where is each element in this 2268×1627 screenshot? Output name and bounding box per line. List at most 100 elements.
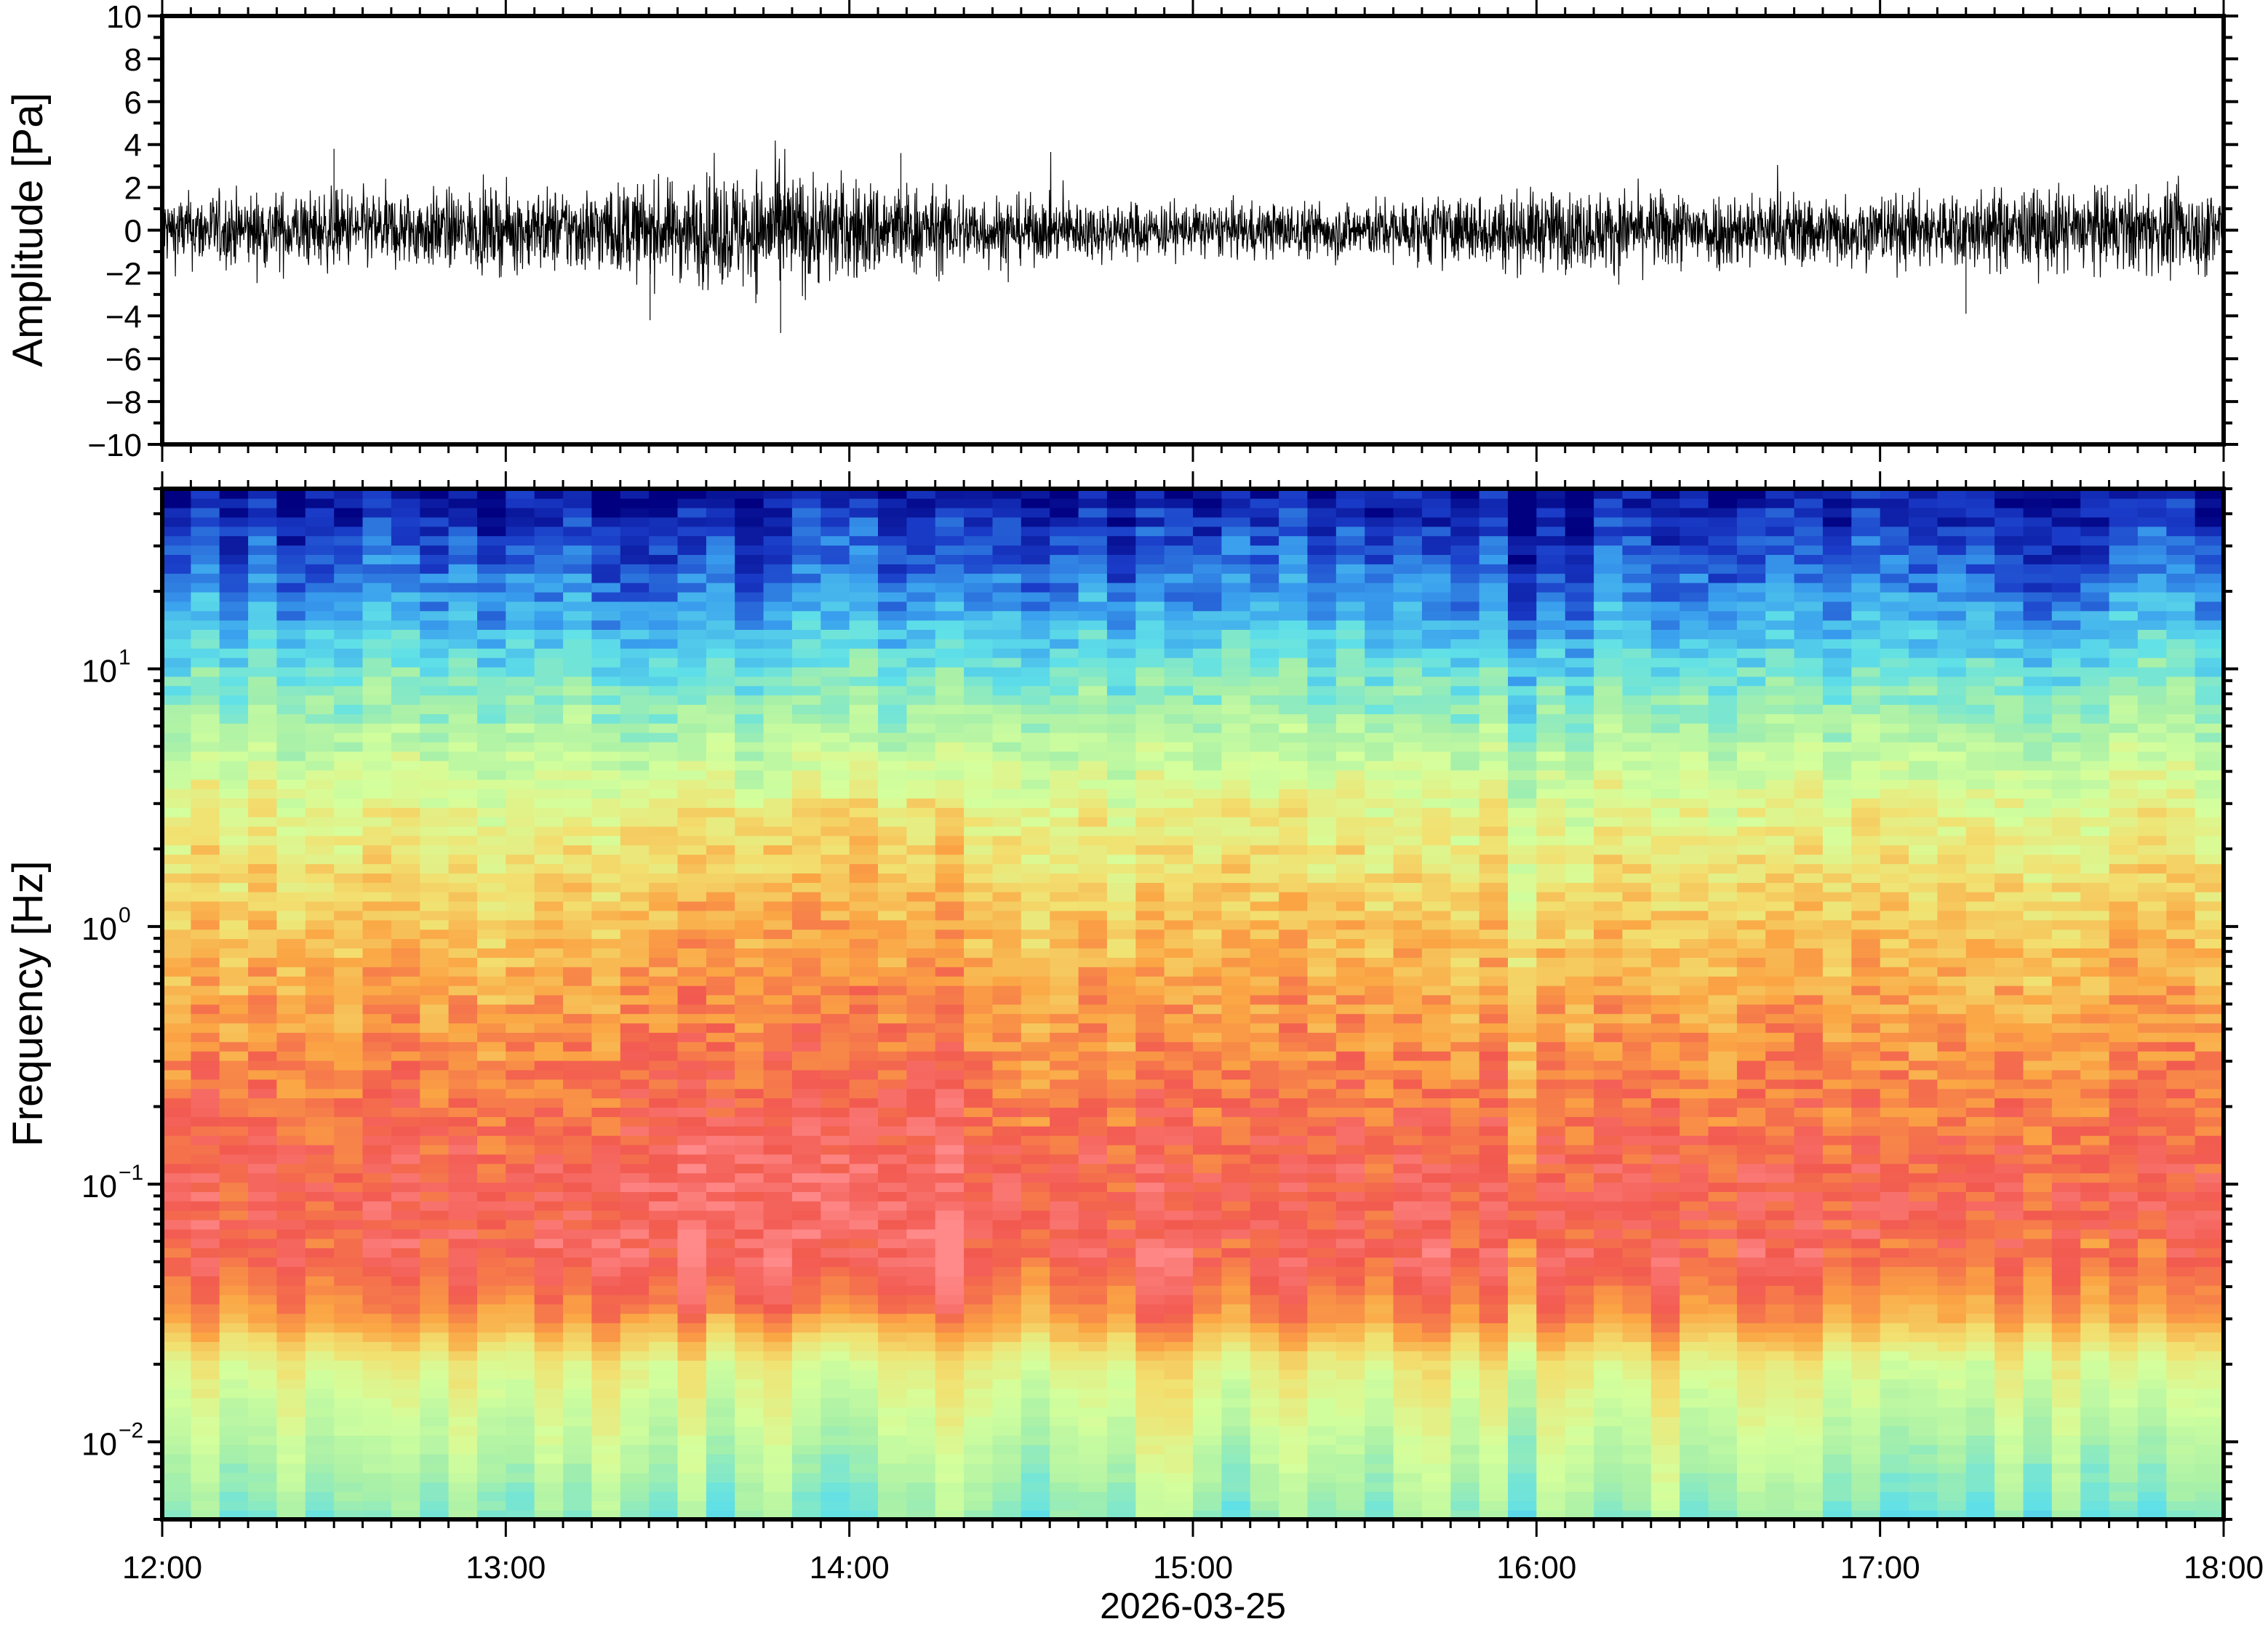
spectrogram-cell: [506, 1135, 535, 1146]
spectrogram-cell: [1050, 788, 1079, 799]
spectrogram-cell: [363, 1388, 392, 1399]
spectrogram-cell: [248, 1454, 277, 1464]
spectrogram-cell: [477, 770, 506, 780]
spectrogram-cell: [792, 779, 821, 789]
spectrogram-cell: [706, 938, 735, 948]
spectrogram-cell: [449, 882, 478, 892]
spectrogram-cell: [620, 498, 650, 508]
spectrogram-cell: [1336, 517, 1365, 527]
spectrogram-cell: [1221, 742, 1250, 752]
spectrogram-cell: [248, 854, 277, 864]
spectrogram-cell: [334, 1332, 363, 1342]
spectrogram-cell: [591, 535, 620, 545]
spectrogram-cell: [1050, 798, 1079, 808]
spectrogram-cell: [449, 517, 478, 527]
spectrogram-cell: [1365, 592, 1394, 602]
spectrogram-cell: [191, 704, 220, 714]
spectrogram-cell: [591, 1323, 620, 1333]
spectrogram-cell: [678, 695, 707, 705]
spectrogram-cell: [1279, 948, 1308, 958]
spectrogram-cell: [906, 836, 935, 846]
spectrogram-cell: [649, 873, 678, 883]
spectrogram-cell: [1307, 892, 1336, 902]
spectrogram-cell: [620, 1370, 650, 1380]
spectrogram-cell: [1307, 976, 1336, 986]
spectrogram-cell: [506, 639, 535, 649]
spectrogram-cell: [1107, 817, 1136, 827]
spectrogram-cell: [1079, 1500, 1108, 1511]
spectrogram-cell: [1021, 920, 1050, 930]
spectrogram-cell: [1279, 1191, 1308, 1202]
spectrogram-cell: [735, 554, 764, 564]
spectrogram-cell: [1250, 1435, 1279, 1445]
spectrogram-cell: [935, 1229, 965, 1239]
spectrogram-cell: [1193, 798, 1222, 808]
spectrogram-cell: [563, 1042, 592, 1052]
spectrogram-cell: [906, 1126, 935, 1136]
spectrogram-cell: [363, 929, 392, 939]
spectrogram-cell: [906, 1247, 935, 1258]
spectrogram-cell: [764, 1032, 793, 1042]
spectrogram-cell: [820, 967, 850, 977]
spectrogram-cell: [993, 629, 1022, 639]
spectrogram-cell: [820, 592, 850, 602]
spectrogram-cell: [764, 601, 793, 612]
spectrogram-cell: [706, 1023, 735, 1033]
spectrogram-cell: [1165, 1042, 1194, 1052]
spectrogram-cell: [162, 695, 191, 705]
spectrogram-cell: [1193, 1032, 1222, 1042]
spectrogram-cell: [563, 1323, 592, 1333]
spectrogram-cell: [1135, 948, 1165, 958]
spectrogram-cell: [1250, 751, 1279, 761]
spectrogram-cell: [706, 1210, 735, 1220]
spectrogram-cell: [706, 1126, 735, 1136]
spectrogram-cell: [1279, 873, 1308, 883]
spectrogram-cell: [1365, 1247, 1394, 1258]
spectrogram-cell: [506, 704, 535, 714]
spectrogram-cell: [1193, 1182, 1222, 1192]
spectrogram-cell: [1221, 732, 1250, 743]
spectrogram-cell: [1107, 873, 1136, 883]
spectrogram-cell: [1279, 1154, 1308, 1164]
spectrogram-cell: [993, 1463, 1022, 1474]
spectrogram-cell: [1079, 1220, 1108, 1230]
spectrogram-cell: [420, 1500, 449, 1511]
spectrogram-cell: [506, 573, 535, 583]
spectrogram-cell: [248, 1360, 277, 1370]
spectrogram-cell: [1221, 911, 1250, 921]
spectrogram-cell: [1021, 583, 1050, 593]
spectrogram-cell: [764, 854, 793, 864]
spectrogram-cell: [535, 751, 564, 761]
spectrogram-cell: [820, 1341, 850, 1351]
spectrogram-cell: [1193, 639, 1222, 649]
spectrogram-cell: [1394, 1379, 1423, 1389]
spectrogram-cell: [162, 657, 191, 668]
spectrogram-cell: [1394, 957, 1423, 967]
spectrogram-cell: [792, 920, 821, 930]
spectrogram-cell: [248, 1370, 277, 1380]
spectrogram-cell: [878, 1463, 907, 1474]
spectrogram-cell: [591, 620, 620, 630]
spectrogram-cell: [563, 742, 592, 752]
spectrogram-cell: [1365, 1426, 1394, 1436]
spectrogram-cell: [1394, 1051, 1423, 1061]
spectrogram-cell: [764, 639, 793, 649]
spectrogram-cell: [820, 639, 850, 649]
spectrogram-cell: [1250, 1239, 1279, 1249]
spectrogram-cell: [248, 948, 277, 958]
spectrogram-cell: [993, 1314, 1022, 1324]
spectrogram-cell: [620, 667, 650, 677]
spectrogram-cell: [248, 1210, 277, 1220]
spectrogram-cell: [735, 1079, 764, 1090]
spectrogram-cell: [906, 498, 935, 508]
spectrogram-cell: [706, 986, 735, 996]
spectrogram-cell: [477, 1491, 506, 1501]
spectrogram-cell: [1021, 1042, 1050, 1052]
spectrogram-cell: [276, 704, 306, 714]
spectrogram-cell: [935, 545, 965, 555]
spectrogram-cell: [649, 583, 678, 593]
spectrogram-cell: [706, 564, 735, 574]
spectrogram-cell: [792, 995, 821, 1005]
spectrogram-cell: [506, 1070, 535, 1080]
spectrogram-cell: [191, 788, 220, 799]
